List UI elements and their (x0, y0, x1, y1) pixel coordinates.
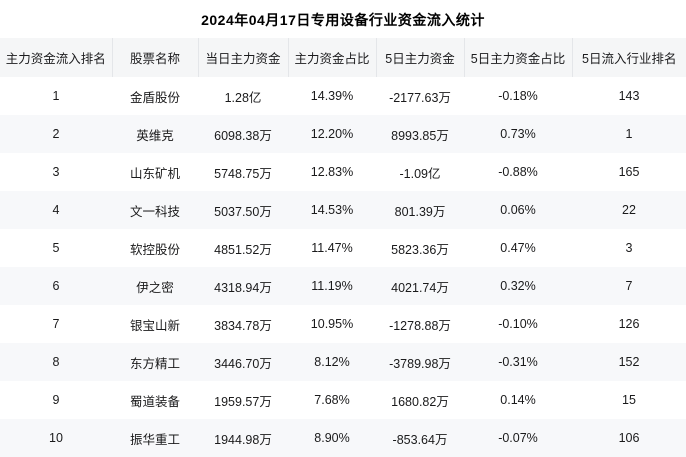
today-fund-ratio-cell: 14.39% (310, 89, 354, 103)
today-fund-ratio-cell: 12.83% (310, 165, 354, 179)
today-main-fund-cell: 3834.78万 (214, 318, 272, 333)
five-day-fund-ratio-cell: 0.14% (500, 393, 536, 407)
today-main-fund-cell: 1959.57万 (214, 394, 272, 409)
stock-name-cell: 振华重工 (112, 419, 198, 457)
rank-cell: 9 (52, 393, 60, 407)
today-main-fund-cell: 5748.75万 (214, 166, 272, 181)
column-header-stock-name: 股票名称 (111, 38, 198, 77)
table-row: 6 伊之密 4318.94万 11.19% 4021.74万 0.32% 7 (0, 267, 686, 305)
table-header: 主力资金流入排名 股票名称 当日主力资金 主力资金占比 5日主力资金 5日主力资… (0, 38, 686, 77)
table-row: 10 振华重工 1944.98万 8.90% -853.64万 -0.07% 1… (0, 419, 686, 457)
today-fund-ratio-cell: 11.47% (311, 241, 353, 255)
stock-name-cell: 蜀道装备 (129, 394, 180, 409)
table-row: 8 东方精工 3446.70万 8.12% -3789.98万 -0.31% 1… (0, 343, 686, 381)
five-day-fund-ratio-cell: -0.31% (464, 343, 572, 381)
rank-cell: 3 (52, 165, 60, 179)
five-day-main-fund-cell: -2177.63万 (389, 90, 451, 105)
table-body: 1 金盾股份 1.28亿 14.39% -2177.63万 -0.18% 143… (0, 77, 686, 457)
today-main-fund-cell: 4851.52万 (214, 242, 272, 257)
five-day-industry-rank-cell: 22 (572, 191, 686, 229)
today-fund-ratio-cell: 14.53% (288, 191, 376, 229)
page-title: 2024年04月17日专用设备行业资金流入统计 (201, 12, 485, 28)
five-day-fund-ratio-cell: -0.10% (498, 317, 538, 331)
five-day-main-fund-cell: -1278.88万 (389, 318, 451, 333)
today-fund-ratio-cell: 8.90% (288, 419, 376, 457)
today-main-fund-cell: 3446.70万 (198, 343, 288, 381)
five-day-main-fund-cell: 4021.74万 (376, 267, 464, 305)
stock-name-cell: 银宝山新 (129, 318, 180, 333)
stock-name-cell: 金盾股份 (129, 90, 180, 105)
rank-cell: 7 (52, 317, 60, 331)
five-day-fund-ratio-cell: 0.32% (464, 267, 572, 305)
five-day-industry-rank-cell: 152 (572, 343, 686, 381)
five-day-fund-ratio-cell: 0.06% (464, 191, 572, 229)
stock-name-cell: 伊之密 (112, 267, 198, 305)
today-fund-ratio-cell: 11.19% (288, 267, 376, 305)
table-row: 1 金盾股份 1.28亿 14.39% -2177.63万 -0.18% 143 (0, 77, 686, 115)
stock-name-cell: 软控股份 (129, 242, 180, 257)
today-fund-ratio-cell: 8.12% (288, 343, 376, 381)
five-day-main-fund-cell: 5823.36万 (391, 242, 449, 257)
five-day-main-fund-cell: 801.39万 (376, 191, 464, 229)
table-row: 2 英维克 6098.38万 12.20% 8993.85万 0.73% 1 (0, 115, 686, 153)
five-day-industry-rank-cell: 1 (572, 115, 686, 153)
today-fund-ratio-cell: 10.95% (310, 317, 354, 331)
five-day-main-fund-cell: -1.09亿 (399, 166, 441, 181)
five-day-fund-ratio-cell: -0.18% (498, 89, 538, 103)
today-main-fund-cell: 1.28亿 (224, 90, 262, 105)
table-row: 9 蜀道装备 1959.57万 7.68% 1680.82万 0.14% 15 (0, 381, 686, 419)
five-day-industry-rank-cell: 165 (618, 165, 640, 179)
stock-name-cell: 山东矿机 (129, 166, 180, 181)
five-day-industry-rank-cell: 3 (625, 241, 633, 255)
stock-name-cell: 英维克 (112, 115, 198, 153)
five-day-fund-ratio-cell: -0.88% (498, 165, 538, 179)
five-day-industry-rank-cell: 106 (572, 419, 686, 457)
column-header-today-main-fund: 当日主力资金 (197, 38, 288, 77)
rank-cell: 2 (0, 115, 112, 153)
five-day-fund-ratio-cell: 0.73% (464, 115, 572, 153)
column-header-main-fund-inflow-rank: 主力资金流入排名 (0, 38, 112, 77)
table-row: 7 银宝山新 3834.78万 10.95% -1278.88万 -0.10% … (0, 305, 686, 343)
table-row: 4 文一科技 5037.50万 14.53% 801.39万 0.06% 22 (0, 191, 686, 229)
header-row: 主力资金流入排名 股票名称 当日主力资金 主力资金占比 5日主力资金 5日主力资… (0, 38, 686, 77)
five-day-fund-ratio-cell: -0.07% (464, 419, 572, 457)
five-day-main-fund-cell: 1680.82万 (391, 394, 449, 409)
rank-cell: 8 (0, 343, 112, 381)
rank-cell: 6 (0, 267, 112, 305)
five-day-industry-rank-cell: 126 (618, 317, 640, 331)
stock-name-cell: 文一科技 (112, 191, 198, 229)
five-day-main-fund-cell: -3789.98万 (376, 343, 464, 381)
fund-flow-table: 主力资金流入排名 股票名称 当日主力资金 主力资金占比 5日主力资金 5日主力资… (0, 38, 686, 457)
rank-cell: 5 (52, 241, 60, 255)
stock-name-cell: 东方精工 (112, 343, 198, 381)
today-fund-ratio-cell: 7.68% (314, 393, 350, 407)
column-header-main-fund-ratio: 主力资金占比 (287, 38, 376, 77)
rank-cell: 4 (0, 191, 112, 229)
column-header-five-day-fund-ratio: 5日主力资金占比 (463, 38, 572, 77)
table-row: 3 山东矿机 5748.75万 12.83% -1.09亿 -0.88% 165 (0, 153, 686, 191)
today-fund-ratio-cell: 12.20% (288, 115, 376, 153)
column-header-five-day-main-fund: 5日主力资金 (375, 38, 464, 77)
rank-cell: 10 (0, 419, 112, 457)
table-row: 5 软控股份 4851.52万 11.47% 5823.36万 0.47% 3 (0, 229, 686, 267)
column-header-five-day-industry-rank: 5日流入行业排名 (571, 38, 686, 77)
today-main-fund-cell: 4318.94万 (198, 267, 288, 305)
five-day-industry-rank-cell: 15 (622, 393, 636, 407)
five-day-fund-ratio-cell: 0.47% (500, 241, 536, 255)
five-day-industry-rank-cell: 7 (572, 267, 686, 305)
five-day-industry-rank-cell: 143 (618, 89, 640, 103)
today-main-fund-cell: 6098.38万 (198, 115, 288, 153)
today-main-fund-cell: 1944.98万 (198, 419, 288, 457)
today-main-fund-cell: 5037.50万 (198, 191, 288, 229)
rank-cell: 1 (52, 89, 60, 103)
five-day-main-fund-cell: 8993.85万 (376, 115, 464, 153)
five-day-main-fund-cell: -853.64万 (376, 419, 464, 457)
